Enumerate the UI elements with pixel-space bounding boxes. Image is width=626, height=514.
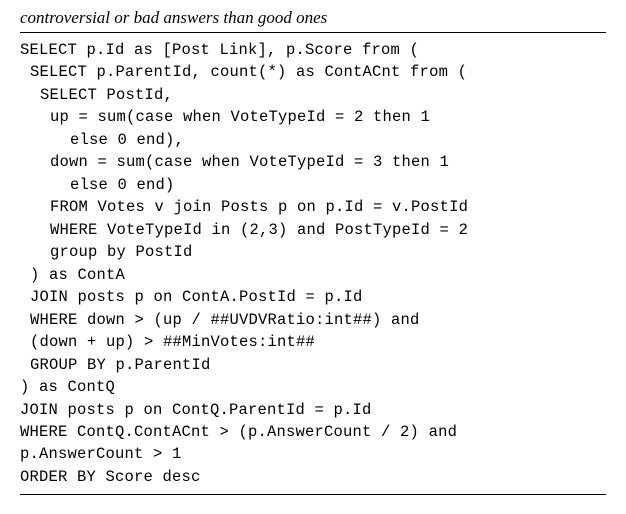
code-line: SELECT p.ParentId, count(*) as ContACnt … bbox=[20, 61, 606, 83]
code-line: WHERE down > (up / ##UVDVRatio:int##) an… bbox=[20, 309, 606, 331]
code-line: ) as ContA bbox=[20, 264, 606, 286]
code-line: JOIN posts p on ContA.PostId = p.Id bbox=[20, 286, 606, 308]
code-line: ) as ContQ bbox=[20, 376, 606, 398]
code-line: JOIN posts p on ContQ.ParentId = p.Id bbox=[20, 399, 606, 421]
code-line: WHERE VoteTypeId in (2,3) and PostTypeId… bbox=[20, 219, 606, 241]
code-line: FROM Votes v join Posts p on p.Id = v.Po… bbox=[20, 196, 606, 218]
code-line: up = sum(case when VoteTypeId = 2 then 1 bbox=[20, 106, 606, 128]
code-line: SELECT PostId, bbox=[20, 84, 606, 106]
code-block: SELECT p.Id as [Post Link], p.Score from… bbox=[20, 39, 606, 488]
code-line: (down + up) > ##MinVotes:int## bbox=[20, 331, 606, 353]
code-line: GROUP BY p.ParentId bbox=[20, 354, 606, 376]
code-line: ORDER BY Score desc bbox=[20, 466, 606, 488]
code-line: p.AnswerCount > 1 bbox=[20, 443, 606, 465]
divider-top bbox=[20, 32, 606, 33]
code-line: SELECT p.Id as [Post Link], p.Score from… bbox=[20, 39, 606, 61]
code-line: down = sum(case when VoteTypeId = 3 then… bbox=[20, 151, 606, 173]
code-line: else 0 end), bbox=[20, 129, 606, 151]
listing-title: controversial or bad answers than good o… bbox=[20, 8, 606, 28]
listing-container: controversial or bad answers than good o… bbox=[0, 0, 626, 514]
code-line: group by PostId bbox=[20, 241, 606, 263]
code-line: else 0 end) bbox=[20, 174, 606, 196]
code-line: WHERE ContQ.ContACnt > (p.AnswerCount / … bbox=[20, 421, 606, 443]
divider-bottom bbox=[20, 494, 606, 495]
